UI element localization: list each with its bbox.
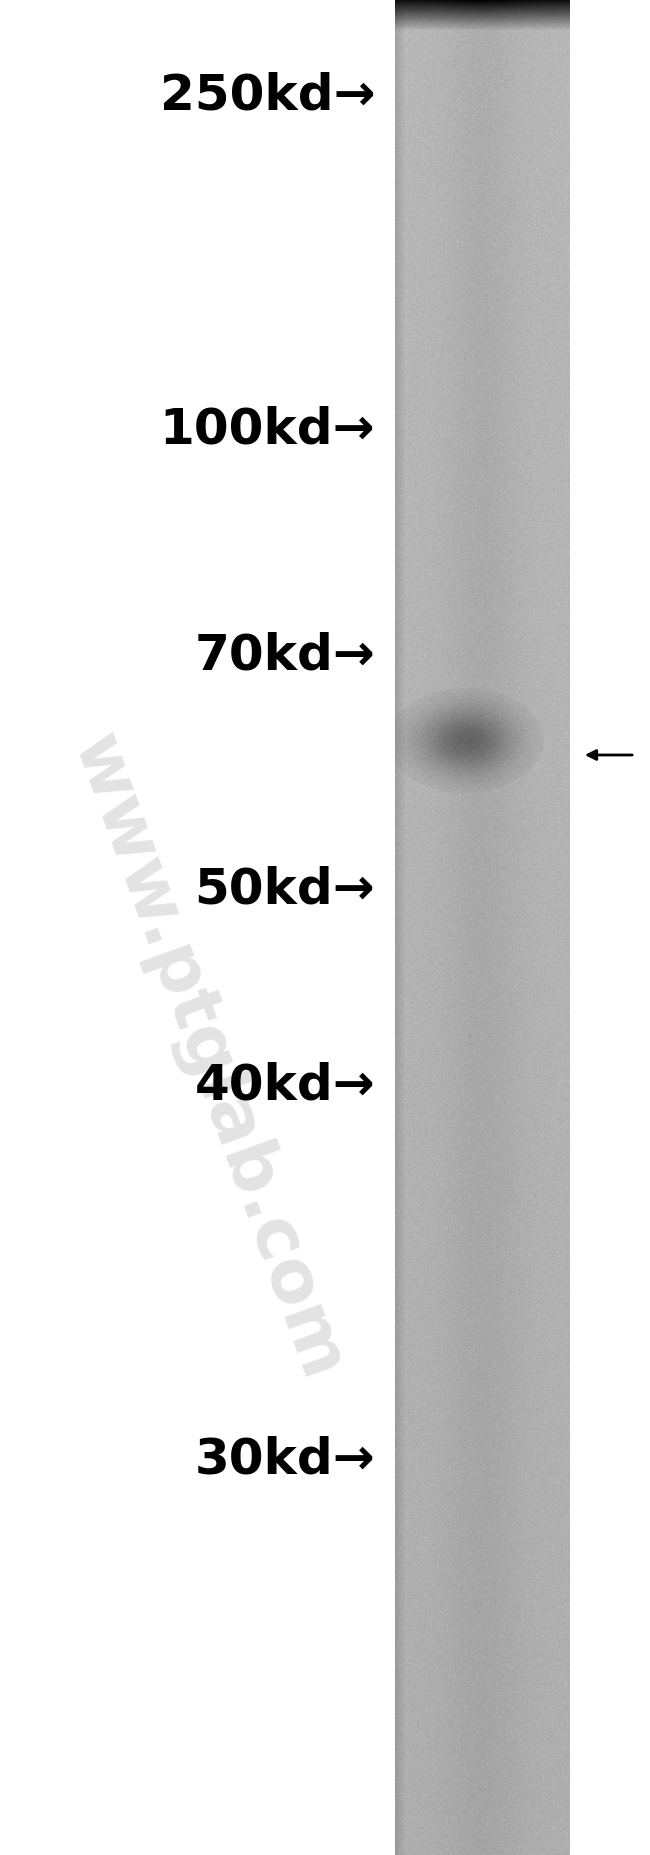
Text: 30kd→: 30kd→ (194, 1436, 375, 1484)
Text: www.ptglab.com: www.ptglab.com (58, 725, 358, 1389)
Text: 250kd→: 250kd→ (159, 70, 375, 119)
Text: 100kd→: 100kd→ (159, 406, 375, 454)
Text: 50kd→: 50kd→ (194, 866, 375, 915)
Text: 70kd→: 70kd→ (194, 631, 375, 679)
Text: 40kd→: 40kd→ (194, 1061, 375, 1109)
